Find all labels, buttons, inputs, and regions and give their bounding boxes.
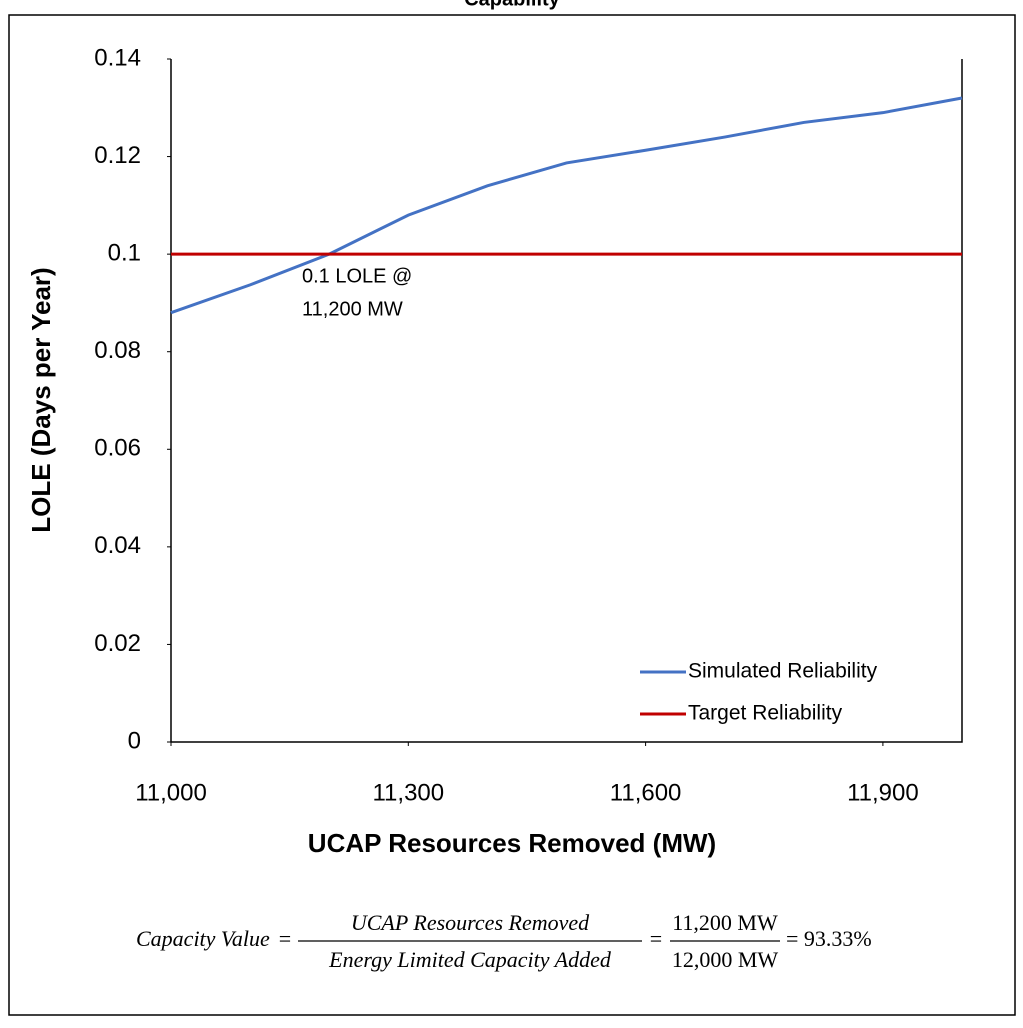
formula-numerator: 11,200 MW (672, 910, 778, 935)
annotation: 11,200 MW (302, 298, 403, 320)
x-axis-label: UCAP Resources Removed (MW) (308, 828, 716, 858)
formula-numerator: UCAP Resources Removed (351, 910, 590, 935)
y-tick-label: 0.12 (94, 142, 141, 169)
x-tick-label: 11,900 (847, 779, 919, 806)
plot-frame (170, 59, 963, 743)
formula-lhs: Capacity Value (136, 926, 270, 951)
y-tick-label: 0.1 (108, 239, 141, 266)
x-tick-label: 11,600 (610, 779, 682, 806)
y-tick-label: 0.02 (94, 630, 141, 657)
y-tick-label: 0.06 (94, 435, 141, 462)
legend-label: Target Reliability (688, 702, 843, 725)
x-tick-label: 11,000 (135, 779, 207, 806)
y-tick-label: 0.08 (94, 337, 141, 364)
chart-title: Capability (464, 0, 560, 10)
y-axis-label: LOLE (Days per Year) (26, 267, 56, 532)
x-tick-label: 11,300 (372, 779, 444, 806)
y-tick-label: 0 (128, 727, 141, 754)
series-line (170, 96, 963, 315)
formula-eq: = (650, 926, 662, 951)
formula-denominator: 12,000 MW (672, 947, 779, 972)
formula-result: = 93.33% (786, 926, 872, 951)
y-tick-label: 0.04 (94, 532, 141, 559)
frame (8, 14, 1016, 1016)
legend-label: Simulated Reliability (688, 660, 878, 683)
formula-denominator: Energy Limited Capacity Added (328, 947, 612, 972)
annotation: 0.1 LOLE @ (302, 265, 412, 287)
y-tick-label: 0.14 (94, 44, 141, 71)
formula-eq: = (279, 926, 291, 951)
